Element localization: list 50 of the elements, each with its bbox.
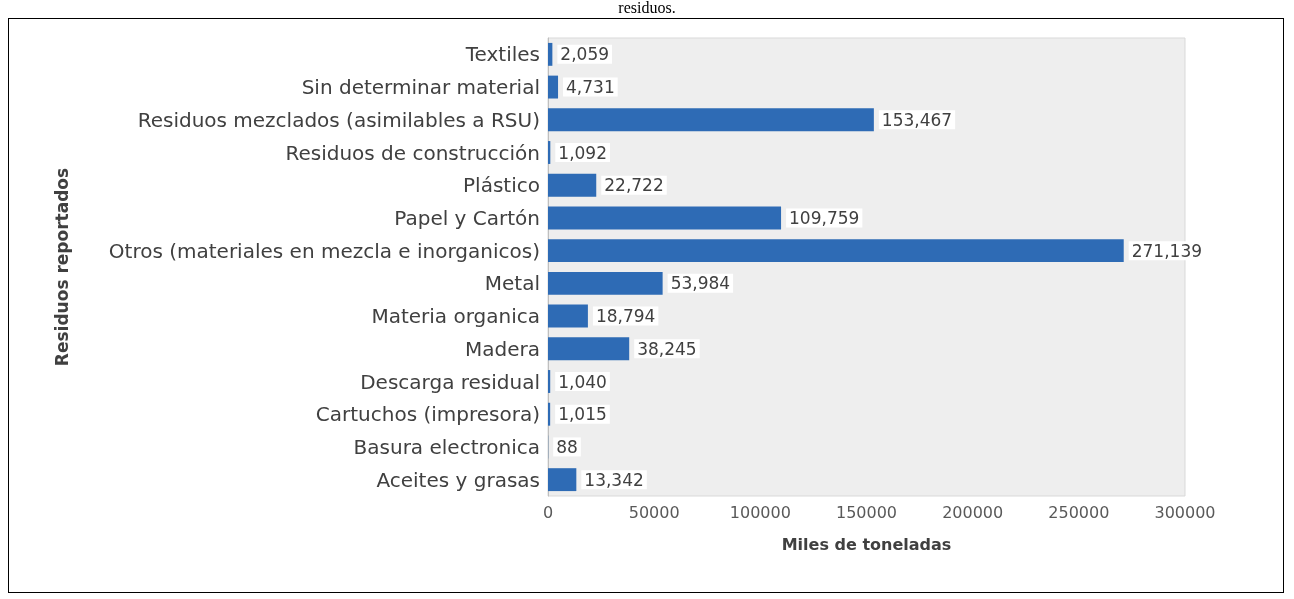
bar <box>548 271 663 295</box>
y-tick-label: Sin determinar material <box>301 75 540 100</box>
bar <box>548 173 597 197</box>
bar <box>548 75 559 99</box>
y-tick-label: Plástico <box>463 173 540 198</box>
y-tick-label: Residuos mezclados (asimilables a RSU) <box>137 107 540 132</box>
x-tick-label: 250000 <box>1048 502 1110 522</box>
x-axis-title: Miles de toneladas <box>781 534 952 554</box>
bar <box>548 304 588 328</box>
data-label: 18,794 <box>595 306 656 327</box>
data-label: 53,984 <box>670 273 731 294</box>
data-label: 22,722 <box>604 175 664 196</box>
data-label: 88 <box>556 436 578 457</box>
y-tick-label: Textiles <box>464 42 540 67</box>
data-label: 109,759 <box>789 207 860 228</box>
y-tick-label: Metal <box>484 271 540 296</box>
y-tick-label: Descarga residual <box>360 369 540 394</box>
bar <box>548 468 577 492</box>
data-label: 13,342 <box>584 469 644 490</box>
x-tick-label: 0 <box>542 502 554 522</box>
data-label: 2,059 <box>560 44 610 65</box>
x-tick-label: 200000 <box>942 502 1004 522</box>
bar <box>548 206 782 230</box>
y-tick-label: Papel y Cartón <box>394 205 540 230</box>
y-tick-label: Aceites y grasas <box>376 467 540 492</box>
y-axis-title: Residuos reportados <box>51 167 72 367</box>
data-label: 1,015 <box>558 404 607 425</box>
data-label: 38,245 <box>637 338 697 359</box>
bar <box>548 108 874 132</box>
bar <box>548 337 630 361</box>
y-tick-label: Residuos de construcción <box>285 140 540 165</box>
y-tick-label: Madera <box>465 336 540 361</box>
x-tick-label: 50000 <box>628 502 680 522</box>
y-tick-label: Otros (materiales en mezcla e inorganicos) <box>108 238 540 263</box>
bar <box>548 239 1124 263</box>
x-tick-label: 100000 <box>729 502 791 522</box>
bar <box>548 42 553 66</box>
data-label: 4,731 <box>566 77 615 98</box>
x-tick-label: 300000 <box>1154 502 1216 522</box>
y-tick-label: Cartuchos (impresora) <box>315 402 540 427</box>
x-tick-label: 150000 <box>835 502 898 522</box>
data-label: 1,092 <box>558 142 607 163</box>
y-tick-label: Basura electronica <box>353 434 540 459</box>
data-label: 271,139 <box>1131 240 1203 261</box>
y-tick-label: Materia organica <box>371 304 540 329</box>
data-label: 153,467 <box>881 109 953 130</box>
bar <box>548 402 551 426</box>
bar <box>548 370 551 393</box>
data-label: 1,040 <box>558 371 607 392</box>
chart-title: residuos. <box>618 0 676 16</box>
